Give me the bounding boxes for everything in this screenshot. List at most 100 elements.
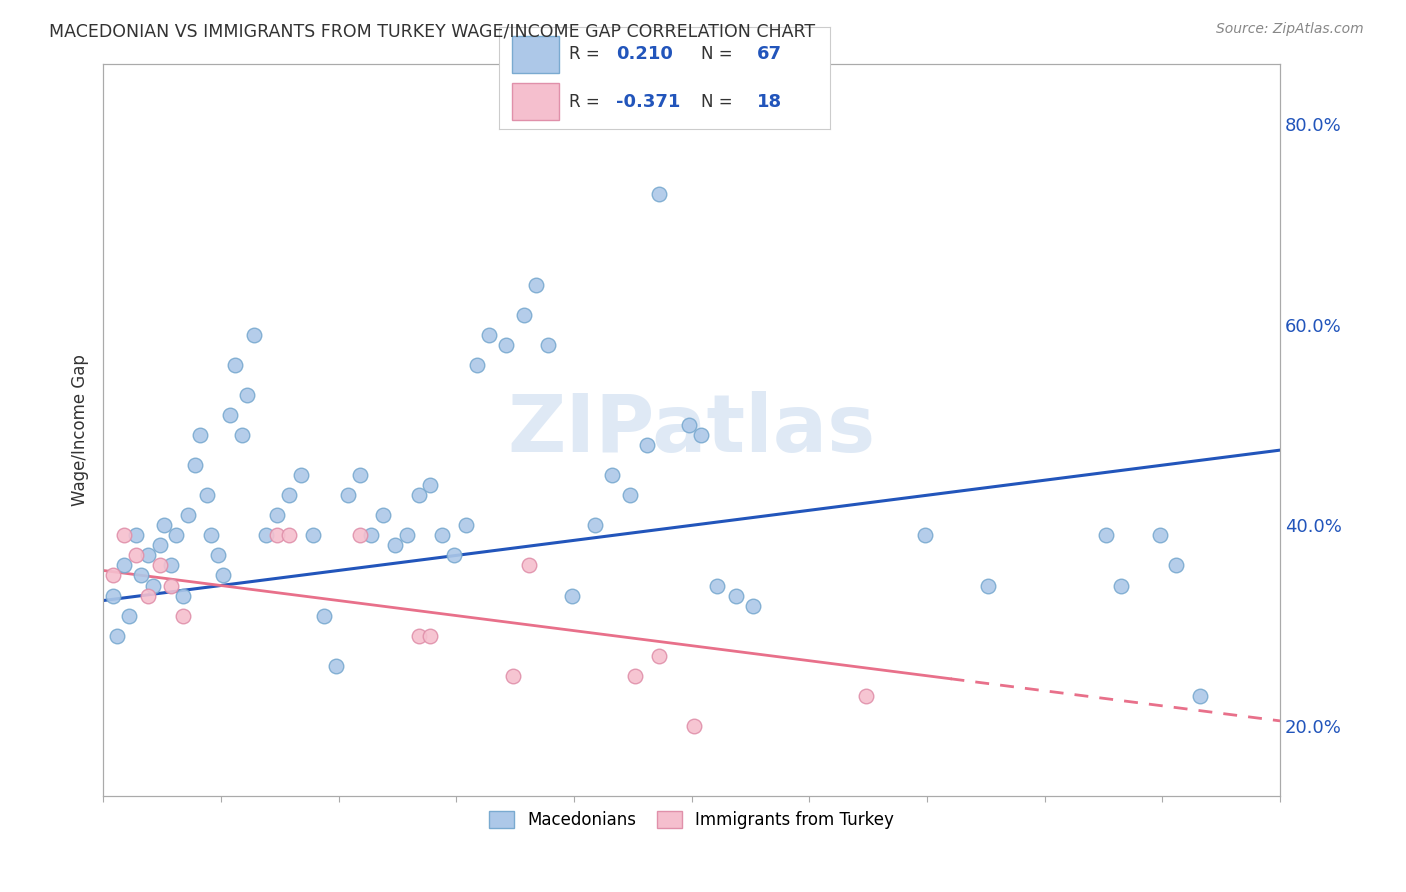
- Point: [349, 528, 371, 542]
- Point: [454, 518, 477, 533]
- Point: [706, 578, 728, 592]
- Point: [1109, 578, 1132, 592]
- Point: [301, 528, 323, 542]
- Point: [184, 458, 207, 472]
- Text: MACEDONIAN VS IMMIGRANTS FROM TURKEY WAGE/INCOME GAP CORRELATION CHART: MACEDONIAN VS IMMIGRANTS FROM TURKEY WAG…: [49, 22, 815, 40]
- Point: [517, 558, 540, 573]
- Point: [384, 538, 406, 552]
- Point: [188, 428, 211, 442]
- Point: [741, 599, 763, 613]
- Text: R =: R =: [568, 45, 605, 63]
- FancyBboxPatch shape: [512, 83, 558, 120]
- Point: [112, 558, 135, 573]
- Point: [624, 669, 647, 683]
- FancyBboxPatch shape: [512, 36, 558, 73]
- Point: [105, 629, 128, 643]
- Point: [242, 327, 264, 342]
- Point: [325, 658, 347, 673]
- Point: [977, 578, 1000, 592]
- Point: [266, 508, 288, 523]
- Point: [443, 549, 465, 563]
- Text: 0.210: 0.210: [616, 45, 673, 63]
- Point: [647, 187, 669, 202]
- Point: [467, 358, 489, 372]
- Point: [583, 518, 606, 533]
- Point: [278, 528, 301, 542]
- Point: [125, 549, 148, 563]
- Point: [160, 578, 183, 592]
- Point: [600, 468, 623, 483]
- Text: Source: ZipAtlas.com: Source: ZipAtlas.com: [1216, 22, 1364, 37]
- Point: [172, 608, 194, 623]
- Point: [207, 549, 229, 563]
- Point: [636, 438, 658, 452]
- Point: [200, 528, 222, 542]
- Point: [125, 528, 148, 542]
- Point: [524, 277, 547, 292]
- Point: [647, 648, 669, 663]
- Text: 67: 67: [756, 45, 782, 63]
- Point: [212, 568, 235, 582]
- Point: [1189, 689, 1212, 703]
- Point: [235, 388, 257, 402]
- Text: 18: 18: [756, 93, 782, 111]
- Point: [561, 589, 583, 603]
- Point: [136, 549, 159, 563]
- Text: R =: R =: [568, 93, 605, 111]
- Point: [101, 568, 124, 582]
- Point: [914, 528, 936, 542]
- Point: [419, 478, 441, 492]
- Point: [408, 629, 430, 643]
- Point: [290, 468, 312, 483]
- Point: [231, 428, 253, 442]
- Point: [165, 528, 187, 542]
- Point: [1095, 528, 1118, 542]
- Point: [690, 428, 713, 442]
- Point: [177, 508, 200, 523]
- Point: [129, 568, 152, 582]
- Point: [430, 528, 453, 542]
- Text: ZIPatlas: ZIPatlas: [508, 391, 876, 469]
- Point: [495, 338, 517, 352]
- Point: [314, 608, 336, 623]
- Point: [1149, 528, 1171, 542]
- Point: [219, 408, 242, 422]
- Point: [101, 589, 124, 603]
- Text: N =: N =: [700, 93, 738, 111]
- Point: [360, 528, 382, 542]
- Point: [118, 608, 141, 623]
- Point: [195, 488, 218, 502]
- Point: [224, 358, 246, 372]
- Point: [395, 528, 418, 542]
- Point: [160, 558, 183, 573]
- Point: [136, 589, 159, 603]
- Point: [142, 578, 165, 592]
- Legend: Macedonians, Immigrants from Turkey: Macedonians, Immigrants from Turkey: [482, 804, 900, 835]
- Point: [513, 308, 536, 322]
- Point: [336, 488, 359, 502]
- Point: [373, 508, 395, 523]
- Point: [683, 719, 706, 733]
- Point: [278, 488, 301, 502]
- Point: [408, 488, 430, 502]
- Point: [419, 629, 441, 643]
- Text: N =: N =: [700, 45, 738, 63]
- Y-axis label: Wage/Income Gap: Wage/Income Gap: [72, 354, 89, 506]
- Point: [1166, 558, 1188, 573]
- Point: [678, 418, 700, 433]
- Point: [254, 528, 277, 542]
- Text: -0.371: -0.371: [616, 93, 681, 111]
- Point: [725, 589, 748, 603]
- Point: [478, 327, 501, 342]
- Point: [349, 468, 371, 483]
- Point: [502, 669, 524, 683]
- Point: [149, 558, 172, 573]
- Point: [149, 538, 172, 552]
- Point: [855, 689, 877, 703]
- Point: [537, 338, 560, 352]
- Point: [172, 589, 194, 603]
- Point: [153, 518, 176, 533]
- Point: [266, 528, 288, 542]
- Point: [112, 528, 135, 542]
- Point: [619, 488, 641, 502]
